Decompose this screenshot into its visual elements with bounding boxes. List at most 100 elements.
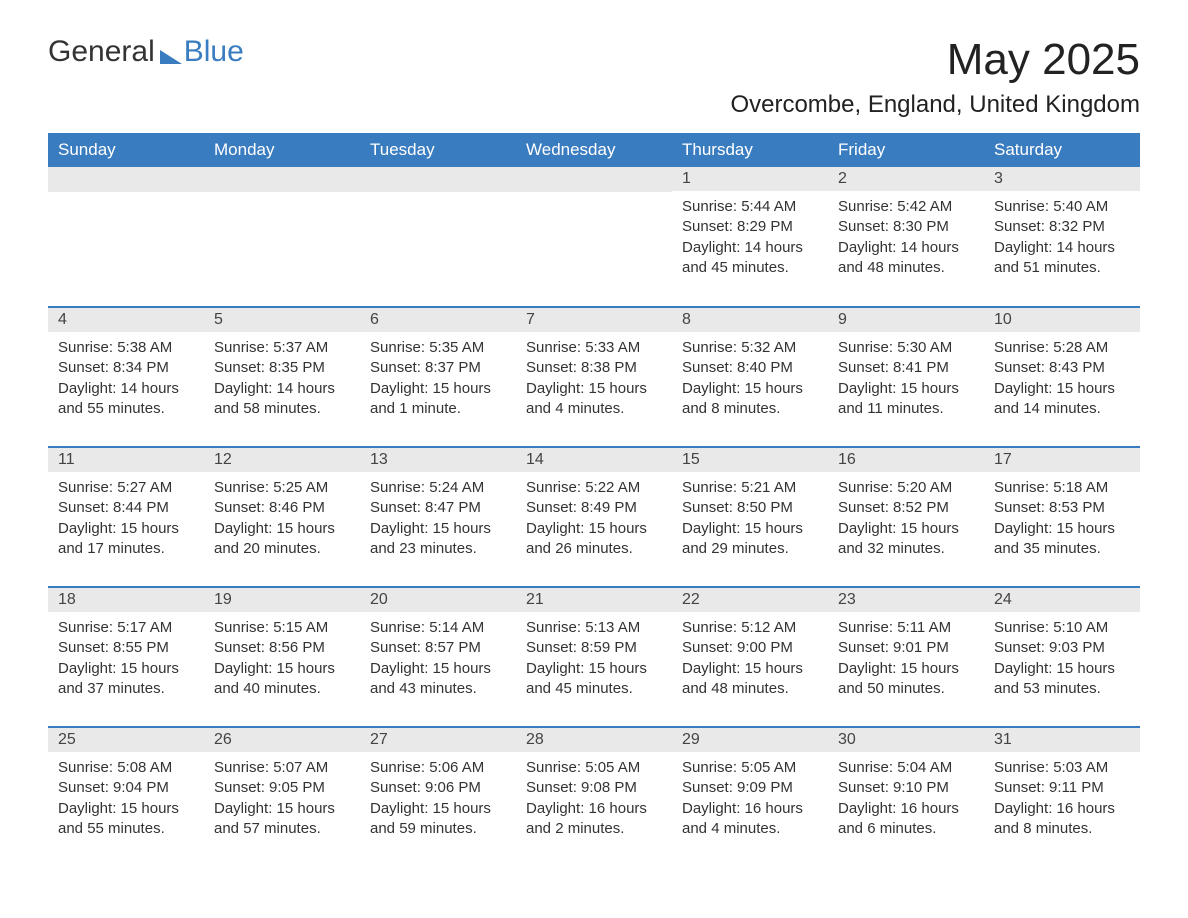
daylight-line: Daylight: 16 hours and 2 minutes. [526,799,662,840]
sunset-line: Sunset: 8:44 PM [58,498,194,518]
calendar-cell: 28Sunrise: 5:05 AMSunset: 9:08 PMDayligh… [516,727,672,867]
day-number: 23 [828,588,984,612]
weekday-header: Friday [828,133,984,167]
calendar-row: 25Sunrise: 5:08 AMSunset: 9:04 PMDayligh… [48,727,1140,867]
day-content: Sunrise: 5:32 AMSunset: 8:40 PMDaylight:… [672,332,828,425]
sunrise-line: Sunrise: 5:44 AM [682,197,818,217]
day-content: Sunrise: 5:42 AMSunset: 8:30 PMDaylight:… [828,191,984,284]
calendar-cell: 20Sunrise: 5:14 AMSunset: 8:57 PMDayligh… [360,587,516,727]
sunrise-line: Sunrise: 5:06 AM [370,758,506,778]
day-number: 1 [672,167,828,191]
calendar-cell: 24Sunrise: 5:10 AMSunset: 9:03 PMDayligh… [984,587,1140,727]
day-number: 9 [828,308,984,332]
daylight-line: Daylight: 15 hours and 37 minutes. [58,659,194,700]
calendar-cell: 19Sunrise: 5:15 AMSunset: 8:56 PMDayligh… [204,587,360,727]
daylight-line: Daylight: 15 hours and 29 minutes. [682,519,818,560]
day-number: 20 [360,588,516,612]
day-number: 16 [828,448,984,472]
sunset-line: Sunset: 8:29 PM [682,217,818,237]
calendar-cell: 30Sunrise: 5:04 AMSunset: 9:10 PMDayligh… [828,727,984,867]
sunset-line: Sunset: 9:06 PM [370,778,506,798]
calendar-cell: 26Sunrise: 5:07 AMSunset: 9:05 PMDayligh… [204,727,360,867]
calendar-cell: 25Sunrise: 5:08 AMSunset: 9:04 PMDayligh… [48,727,204,867]
day-content: Sunrise: 5:25 AMSunset: 8:46 PMDaylight:… [204,472,360,565]
sunrise-line: Sunrise: 5:20 AM [838,478,974,498]
daylight-line: Daylight: 16 hours and 6 minutes. [838,799,974,840]
daylight-line: Daylight: 15 hours and 43 minutes. [370,659,506,700]
daylight-line: Daylight: 15 hours and 8 minutes. [682,379,818,420]
sunrise-line: Sunrise: 5:28 AM [994,338,1130,358]
day-content: Sunrise: 5:30 AMSunset: 8:41 PMDaylight:… [828,332,984,425]
daylight-line: Daylight: 15 hours and 11 minutes. [838,379,974,420]
calendar-cell: 17Sunrise: 5:18 AMSunset: 8:53 PMDayligh… [984,447,1140,587]
calendar-cell: 29Sunrise: 5:05 AMSunset: 9:09 PMDayligh… [672,727,828,867]
day-number: 19 [204,588,360,612]
sunrise-line: Sunrise: 5:30 AM [838,338,974,358]
day-content: Sunrise: 5:06 AMSunset: 9:06 PMDaylight:… [360,752,516,845]
sunrise-line: Sunrise: 5:35 AM [370,338,506,358]
sunrise-line: Sunrise: 5:18 AM [994,478,1130,498]
daylight-line: Daylight: 15 hours and 57 minutes. [214,799,350,840]
calendar-cell: 11Sunrise: 5:27 AMSunset: 8:44 PMDayligh… [48,447,204,587]
day-number-empty [48,167,204,192]
location-subtitle: Overcombe, England, United Kingdom [730,91,1140,119]
sunset-line: Sunset: 8:55 PM [58,638,194,658]
weekday-header: Wednesday [516,133,672,167]
calendar-cell [516,167,672,307]
day-content: Sunrise: 5:04 AMSunset: 9:10 PMDaylight:… [828,752,984,845]
daylight-line: Daylight: 16 hours and 8 minutes. [994,799,1130,840]
calendar-cell: 14Sunrise: 5:22 AMSunset: 8:49 PMDayligh… [516,447,672,587]
sunset-line: Sunset: 8:50 PM [682,498,818,518]
daylight-line: Daylight: 15 hours and 32 minutes. [838,519,974,560]
calendar-cell: 8Sunrise: 5:32 AMSunset: 8:40 PMDaylight… [672,307,828,447]
calendar-cell: 4Sunrise: 5:38 AMSunset: 8:34 PMDaylight… [48,307,204,447]
day-content: Sunrise: 5:38 AMSunset: 8:34 PMDaylight:… [48,332,204,425]
weekday-header: Thursday [672,133,828,167]
sunset-line: Sunset: 8:30 PM [838,217,974,237]
day-content: Sunrise: 5:15 AMSunset: 8:56 PMDaylight:… [204,612,360,705]
sunset-line: Sunset: 8:38 PM [526,358,662,378]
daylight-line: Daylight: 15 hours and 59 minutes. [370,799,506,840]
day-number-empty [204,167,360,192]
day-number: 11 [48,448,204,472]
sunrise-line: Sunrise: 5:07 AM [214,758,350,778]
daylight-line: Daylight: 14 hours and 45 minutes. [682,238,818,279]
title-block: May 2025 Overcombe, England, United King… [730,35,1140,119]
sunrise-line: Sunrise: 5:03 AM [994,758,1130,778]
calendar-table: SundayMondayTuesdayWednesdayThursdayFrid… [48,133,1140,867]
day-number: 22 [672,588,828,612]
day-content: Sunrise: 5:24 AMSunset: 8:47 PMDaylight:… [360,472,516,565]
day-content: Sunrise: 5:07 AMSunset: 9:05 PMDaylight:… [204,752,360,845]
day-content: Sunrise: 5:12 AMSunset: 9:00 PMDaylight:… [672,612,828,705]
weekday-header-row: SundayMondayTuesdayWednesdayThursdayFrid… [48,133,1140,167]
weekday-header: Monday [204,133,360,167]
day-content: Sunrise: 5:22 AMSunset: 8:49 PMDaylight:… [516,472,672,565]
sunset-line: Sunset: 8:43 PM [994,358,1130,378]
sunset-line: Sunset: 8:35 PM [214,358,350,378]
day-number: 25 [48,728,204,752]
day-number: 2 [828,167,984,191]
daylight-line: Daylight: 15 hours and 26 minutes. [526,519,662,560]
daylight-line: Daylight: 14 hours and 51 minutes. [994,238,1130,279]
month-title: May 2025 [730,35,1140,85]
day-number: 24 [984,588,1140,612]
sunrise-line: Sunrise: 5:22 AM [526,478,662,498]
sunset-line: Sunset: 8:40 PM [682,358,818,378]
day-content: Sunrise: 5:11 AMSunset: 9:01 PMDaylight:… [828,612,984,705]
day-content: Sunrise: 5:20 AMSunset: 8:52 PMDaylight:… [828,472,984,565]
sunrise-line: Sunrise: 5:15 AM [214,618,350,638]
daylight-line: Daylight: 15 hours and 40 minutes. [214,659,350,700]
day-content: Sunrise: 5:10 AMSunset: 9:03 PMDaylight:… [984,612,1140,705]
daylight-line: Daylight: 15 hours and 48 minutes. [682,659,818,700]
day-content: Sunrise: 5:35 AMSunset: 8:37 PMDaylight:… [360,332,516,425]
day-number: 30 [828,728,984,752]
calendar-cell: 6Sunrise: 5:35 AMSunset: 8:37 PMDaylight… [360,307,516,447]
logo-text-general: General [48,35,155,69]
sunrise-line: Sunrise: 5:33 AM [526,338,662,358]
day-number: 26 [204,728,360,752]
calendar-cell [360,167,516,307]
day-number: 10 [984,308,1140,332]
sunrise-line: Sunrise: 5:27 AM [58,478,194,498]
calendar-row: 18Sunrise: 5:17 AMSunset: 8:55 PMDayligh… [48,587,1140,727]
sunset-line: Sunset: 8:41 PM [838,358,974,378]
